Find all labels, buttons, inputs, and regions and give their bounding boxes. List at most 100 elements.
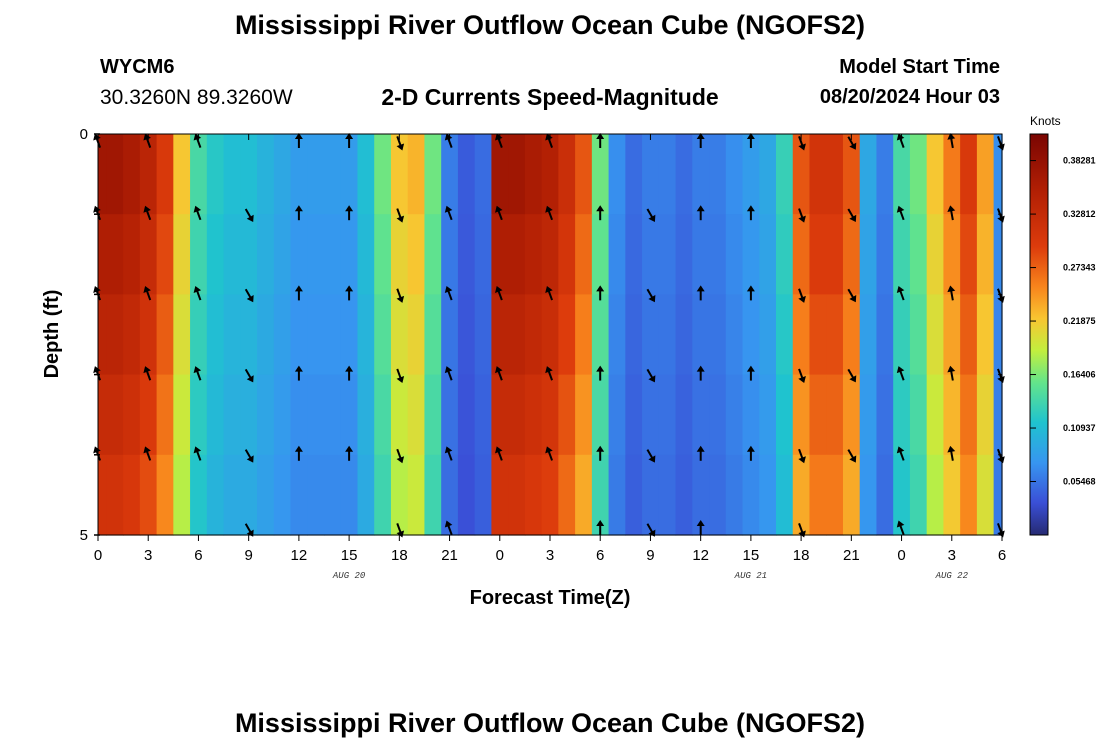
heatmap-cell	[424, 134, 442, 215]
current-arrow	[495, 366, 503, 381]
heatmap-cell	[441, 374, 459, 456]
x-tick-label: 12	[692, 547, 709, 564]
heatmap-cell	[776, 374, 794, 456]
heatmap-cell	[407, 374, 426, 456]
heatmap-cell	[558, 134, 576, 215]
current-arrow-head	[896, 520, 905, 528]
heatmap-cell	[457, 134, 476, 215]
heatmap-cell	[390, 294, 409, 376]
heatmap-cell	[960, 134, 978, 215]
heatmap-cell	[993, 214, 1003, 295]
current-arrow-head	[997, 215, 1005, 223]
colorbar-tick-label: 0.27343	[1063, 263, 1096, 273]
heatmap-cell	[725, 294, 744, 376]
heatmap-cell	[123, 134, 141, 215]
heatmap-cell	[893, 134, 911, 215]
heatmap-cell	[474, 214, 493, 295]
heatmap-cell	[441, 214, 459, 295]
current-arrow-head	[93, 366, 101, 374]
heatmap-cell	[993, 294, 1003, 376]
heatmap-cell	[893, 454, 911, 536]
heatmap-cell	[374, 374, 392, 456]
heatmap-cell	[692, 134, 710, 215]
current-arrow-head	[696, 520, 705, 526]
current-arrow	[396, 448, 405, 464]
heatmap-cell	[993, 374, 1003, 456]
heatmap-cell	[374, 134, 392, 215]
heatmap-cell	[290, 374, 308, 456]
current-arrow	[294, 205, 303, 221]
heatmap-cell	[206, 294, 225, 376]
current-arrow	[798, 136, 806, 151]
heatmap-cell	[826, 294, 844, 376]
current-arrow	[396, 136, 405, 151]
current-arrow-head	[746, 445, 755, 452]
current-arrow-head	[246, 214, 254, 222]
heatmap-cell	[206, 374, 225, 456]
current-direction-arrows	[93, 133, 1005, 538]
current-arrow	[193, 133, 202, 148]
heatmap-cell	[407, 454, 426, 536]
heatmap-cell	[173, 454, 191, 536]
current-arrow	[896, 205, 905, 221]
current-arrow-head	[396, 215, 405, 223]
current-arrow	[545, 446, 553, 461]
current-arrow-head	[495, 366, 503, 374]
heatmap-cell	[307, 454, 325, 536]
current-arrow-head	[396, 376, 405, 384]
heatmap-cell	[441, 134, 459, 215]
heatmap-cell	[709, 294, 727, 376]
current-arrow	[646, 368, 656, 383]
current-arrow-head	[997, 530, 1005, 538]
heatmap-cell	[457, 374, 476, 456]
current-arrow	[545, 366, 553, 381]
heatmap-cell	[508, 214, 526, 295]
heatmap-cell	[759, 374, 777, 456]
heatmap-cell	[340, 214, 359, 295]
current-arrow-head	[193, 446, 202, 454]
x-tick-label: 9	[244, 547, 252, 564]
heatmap-cell	[173, 214, 191, 295]
current-arrow	[143, 285, 152, 301]
current-arrow	[596, 285, 605, 301]
x-tick-label: 0	[496, 547, 504, 564]
heatmap-cell	[591, 134, 610, 215]
heatmap-cell	[223, 374, 241, 456]
colorbar-tick-label: 0.16406	[1063, 370, 1096, 380]
heatmap-cell	[407, 214, 426, 295]
current-arrow-head	[396, 456, 405, 464]
heatmap-cell	[524, 454, 543, 536]
y-tick-label: 5	[80, 527, 88, 544]
heatmap-cell	[742, 134, 760, 215]
current-arrow	[896, 133, 905, 148]
heatmap-cell	[675, 454, 693, 536]
current-arrow-head	[798, 376, 806, 384]
heatmap-cell	[357, 134, 375, 215]
current-arrow-head	[246, 294, 254, 303]
heatmap-cell	[625, 214, 643, 295]
current-arrow	[444, 520, 453, 535]
heatmap-cell	[457, 454, 476, 536]
x-tick-label: 6	[194, 547, 202, 564]
heatmap-cell	[792, 294, 811, 376]
heatmap-cell	[575, 454, 593, 536]
heatmap-cell	[190, 454, 208, 536]
current-arrow	[345, 285, 354, 301]
heatmap-cell	[909, 134, 928, 215]
heatmap-cell	[893, 294, 911, 376]
current-arrow-head	[648, 294, 656, 303]
heatmap-cell	[173, 134, 191, 215]
current-arrow	[596, 520, 605, 535]
current-arrow-head	[849, 455, 857, 463]
current-arrow	[444, 133, 453, 148]
current-arrow-head	[193, 366, 202, 374]
current-arrow	[345, 205, 354, 221]
heatmap-cell	[809, 374, 827, 456]
heatmap-cell	[575, 294, 593, 376]
heatmap-cell	[190, 214, 208, 295]
heatmap-cell	[943, 374, 961, 456]
current-arrow	[746, 365, 755, 381]
heatmap-cell	[976, 294, 995, 376]
current-arrow-head	[596, 365, 605, 372]
heatmap-cell	[591, 294, 610, 376]
